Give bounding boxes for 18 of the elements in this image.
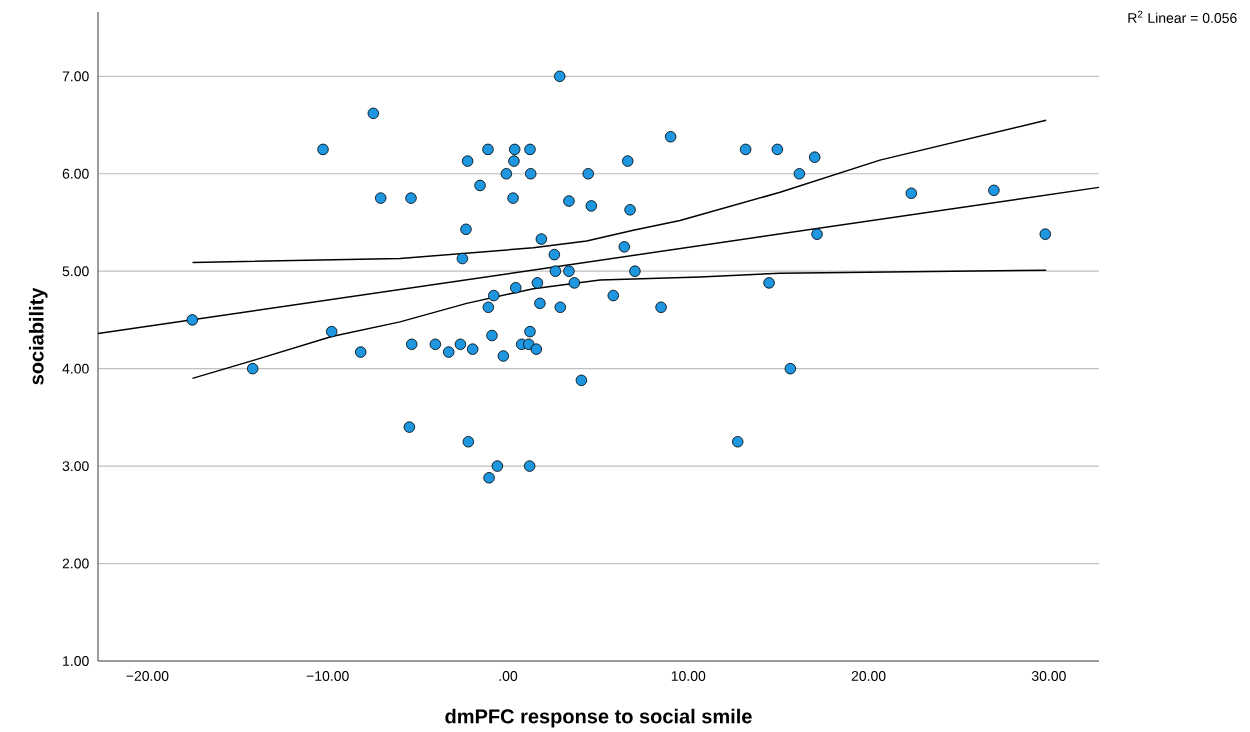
y-tick-label: 5.00 <box>62 266 89 277</box>
x-axis-title: dmPFC response to social smile <box>445 708 752 728</box>
x-tick-label: 20.00 <box>851 671 886 681</box>
y-tick-label: 7.00 <box>62 71 89 82</box>
x-tick-label: −20.00 <box>126 671 169 681</box>
y-tick-label: 6.00 <box>62 168 89 179</box>
y-tick-label: 1.00 <box>63 656 89 666</box>
y-tick-label: 4.00 <box>62 363 89 374</box>
x-tick-label: .00 <box>499 671 518 681</box>
y-tick-label: 3.00 <box>62 461 89 472</box>
x-tick-label: −10.00 <box>306 671 349 681</box>
text: R$^{2}$ Linear = 0.056 <box>1128 10 1237 23</box>
line-series <box>191 269 1047 380</box>
x-tick-label: 10.00 <box>671 671 706 681</box>
x-tick-label: 30.00 <box>1031 671 1066 681</box>
y-tick-label: 2.00 <box>62 558 89 569</box>
line-series <box>191 119 1047 264</box>
y-axis-title: sociability <box>28 287 48 385</box>
